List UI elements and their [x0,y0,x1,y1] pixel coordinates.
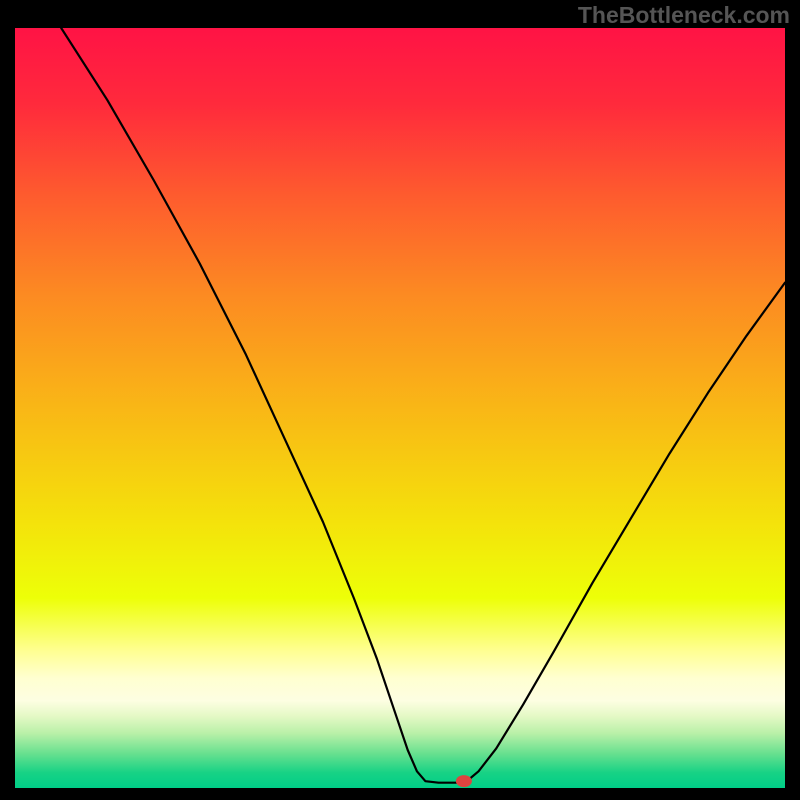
plot-svg [15,28,785,788]
optimal-marker [456,775,472,787]
watermark-text: TheBottleneck.com [578,2,790,29]
stage: TheBottleneck.com [0,0,800,800]
plot-area [15,28,785,788]
